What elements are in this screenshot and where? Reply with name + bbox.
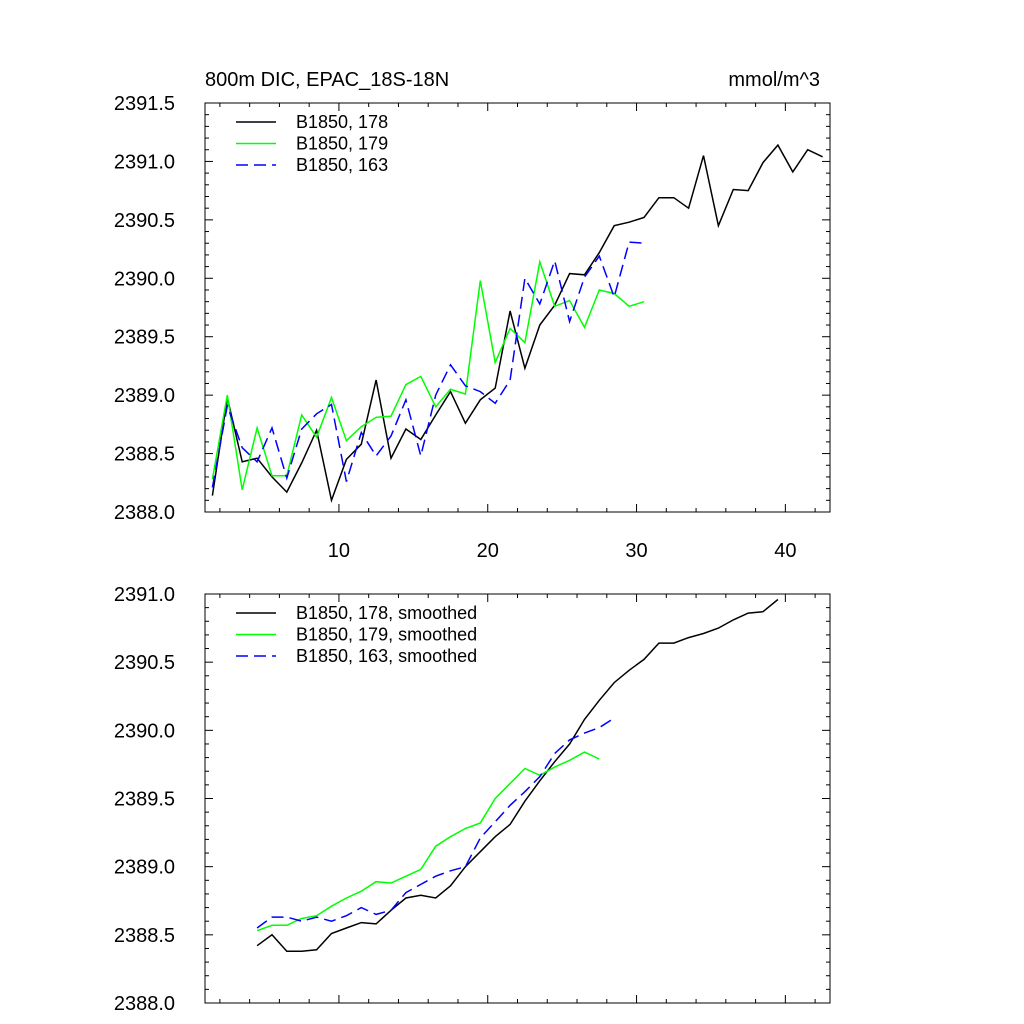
y-tick-label: 2389.5	[114, 327, 175, 349]
chart-title: 800m DIC, EPAC_18S-18N	[205, 69, 449, 91]
y-tick-label: 2389.0	[114, 385, 175, 407]
legend-label-1: B1850, 178, smoothed	[296, 603, 477, 623]
legend-label-2: B1850, 179, smoothed	[296, 625, 477, 645]
x-tick-label: 40	[774, 540, 796, 562]
y-tick-label: 2390.0	[114, 268, 175, 290]
x-tick-label: 10	[328, 540, 350, 562]
legend-label-1: B1850, 178	[296, 112, 388, 132]
series-line-3	[211, 241, 645, 488]
series-line-1	[256, 598, 779, 952]
x-tick-label: 20	[477, 540, 499, 562]
y-tick-label: 2391.0	[114, 584, 175, 606]
y-tick-label: 2390.5	[114, 652, 175, 674]
series-line-2	[211, 258, 645, 490]
top-panel: 2388.0 2388.5 2389.0 2389.5 2390.0 2390.5 2391…	[114, 93, 831, 562]
y-tick-label: 2391.5	[114, 93, 175, 115]
y-tick-label: 2391.0	[114, 151, 175, 173]
y-tick-label: 2390.0	[114, 720, 175, 742]
legend-label-2: B1850, 179	[296, 134, 388, 154]
x-tick-label: 30	[625, 540, 647, 562]
bottom-panel: 2388.0 2388.5 2389.0 2389.5 2390.0 2390.5 2391…	[114, 584, 831, 1015]
series-line-3	[256, 717, 615, 929]
series-line-1	[211, 143, 823, 504]
legend-label-3: B1850, 163, smoothed	[296, 646, 477, 666]
y-tick-label: 2388.0	[114, 993, 175, 1015]
legend-label-3: B1850, 163	[296, 155, 388, 175]
y-tick-label: 2390.5	[114, 210, 175, 232]
series-line-2	[256, 751, 600, 932]
y-tick-label: 2388.0	[114, 502, 175, 524]
y-tick-label: 2389.0	[114, 857, 175, 879]
y-tick-label: 2389.5	[114, 789, 175, 811]
chart-units: mmol/m^3	[728, 69, 820, 91]
y-tick-label: 2388.5	[114, 925, 175, 947]
y-tick-label: 2388.5	[114, 444, 175, 466]
